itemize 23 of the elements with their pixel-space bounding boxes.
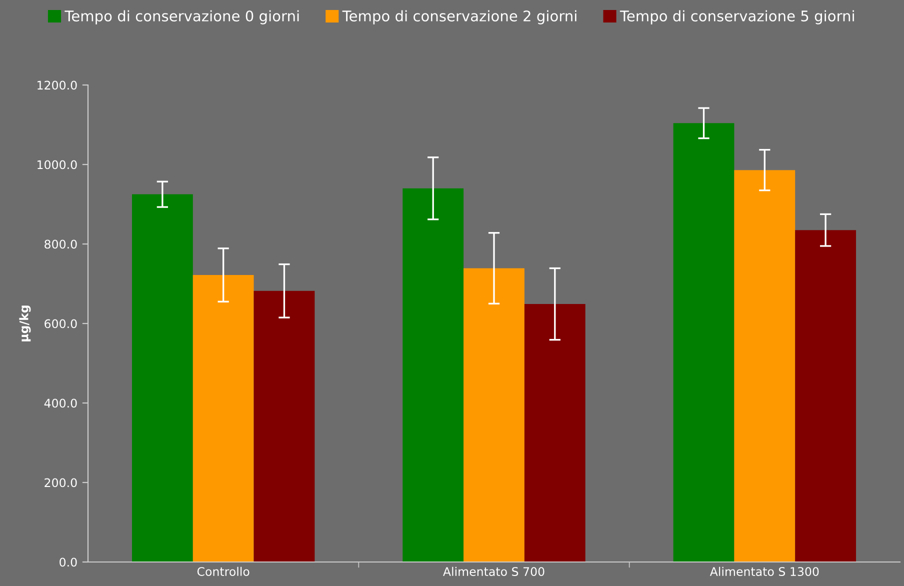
x-tick-label: Alimentato S 1300 — [710, 566, 819, 576]
bar — [734, 170, 796, 562]
bar — [402, 188, 464, 562]
bar — [673, 123, 734, 562]
y-tick-label: 200.0 — [44, 478, 77, 488]
legend-label: Tempo di conservazione 5 giorni — [620, 10, 854, 24]
y-tick-label: 800.0 — [44, 240, 77, 249]
bar — [254, 290, 315, 562]
bar — [192, 275, 254, 562]
y-tick-label: 1000.0 — [38, 160, 77, 170]
legend-label: Tempo di conservazione 0 giorni — [64, 10, 299, 24]
legend-label: Tempo di conservazione 2 giorni — [342, 10, 576, 24]
y-tick-label: 400.0 — [44, 398, 77, 408]
bar — [795, 230, 856, 562]
bar — [132, 194, 193, 562]
y-tick-label: 600.0 — [44, 319, 77, 328]
y-axis-title: µg/kg — [19, 306, 31, 342]
x-tick-label: Controllo — [197, 566, 250, 576]
bar — [464, 268, 524, 562]
bar — [524, 304, 586, 562]
x-tick-label: Alimentato S 700 — [443, 566, 544, 576]
y-tick-label: 1200.0 — [38, 80, 77, 90]
y-tick-label: 0.0 — [60, 558, 77, 567]
